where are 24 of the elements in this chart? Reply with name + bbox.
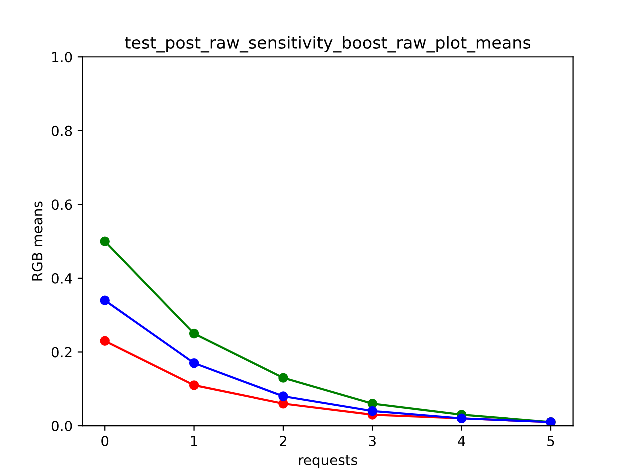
point: [189, 328, 200, 339]
y-tick-label: 0.2: [52, 347, 72, 358]
point: [100, 236, 110, 246]
x-tick-label: 4: [458, 436, 466, 446]
point: [278, 373, 288, 383]
chart-title: test_post_raw_sensitivity_boost_raw_plot_means: [125, 36, 531, 53]
y-tick-label: 0.6: [52, 200, 72, 210]
point: [100, 336, 110, 346]
point: [100, 296, 110, 306]
x-tick-label: 2: [280, 436, 286, 446]
point: [368, 406, 378, 416]
y-tick-label: 0.8: [52, 126, 72, 136]
x-axis-title: requests: [299, 456, 358, 468]
x-tick-label: 5: [548, 436, 554, 446]
point: [189, 358, 200, 368]
y-tick-label: 1.0: [52, 52, 72, 63]
x-tick-label: 1: [191, 436, 198, 446]
y-tick-label: 0.4: [52, 273, 72, 284]
y-axis-title: RGB means: [32, 202, 43, 281]
x-tick-label: 3: [369, 436, 376, 446]
point: [278, 392, 288, 402]
y-tick-label: 0.0: [52, 420, 72, 432]
point: [189, 380, 200, 390]
x-tick-label: 0: [102, 436, 109, 446]
